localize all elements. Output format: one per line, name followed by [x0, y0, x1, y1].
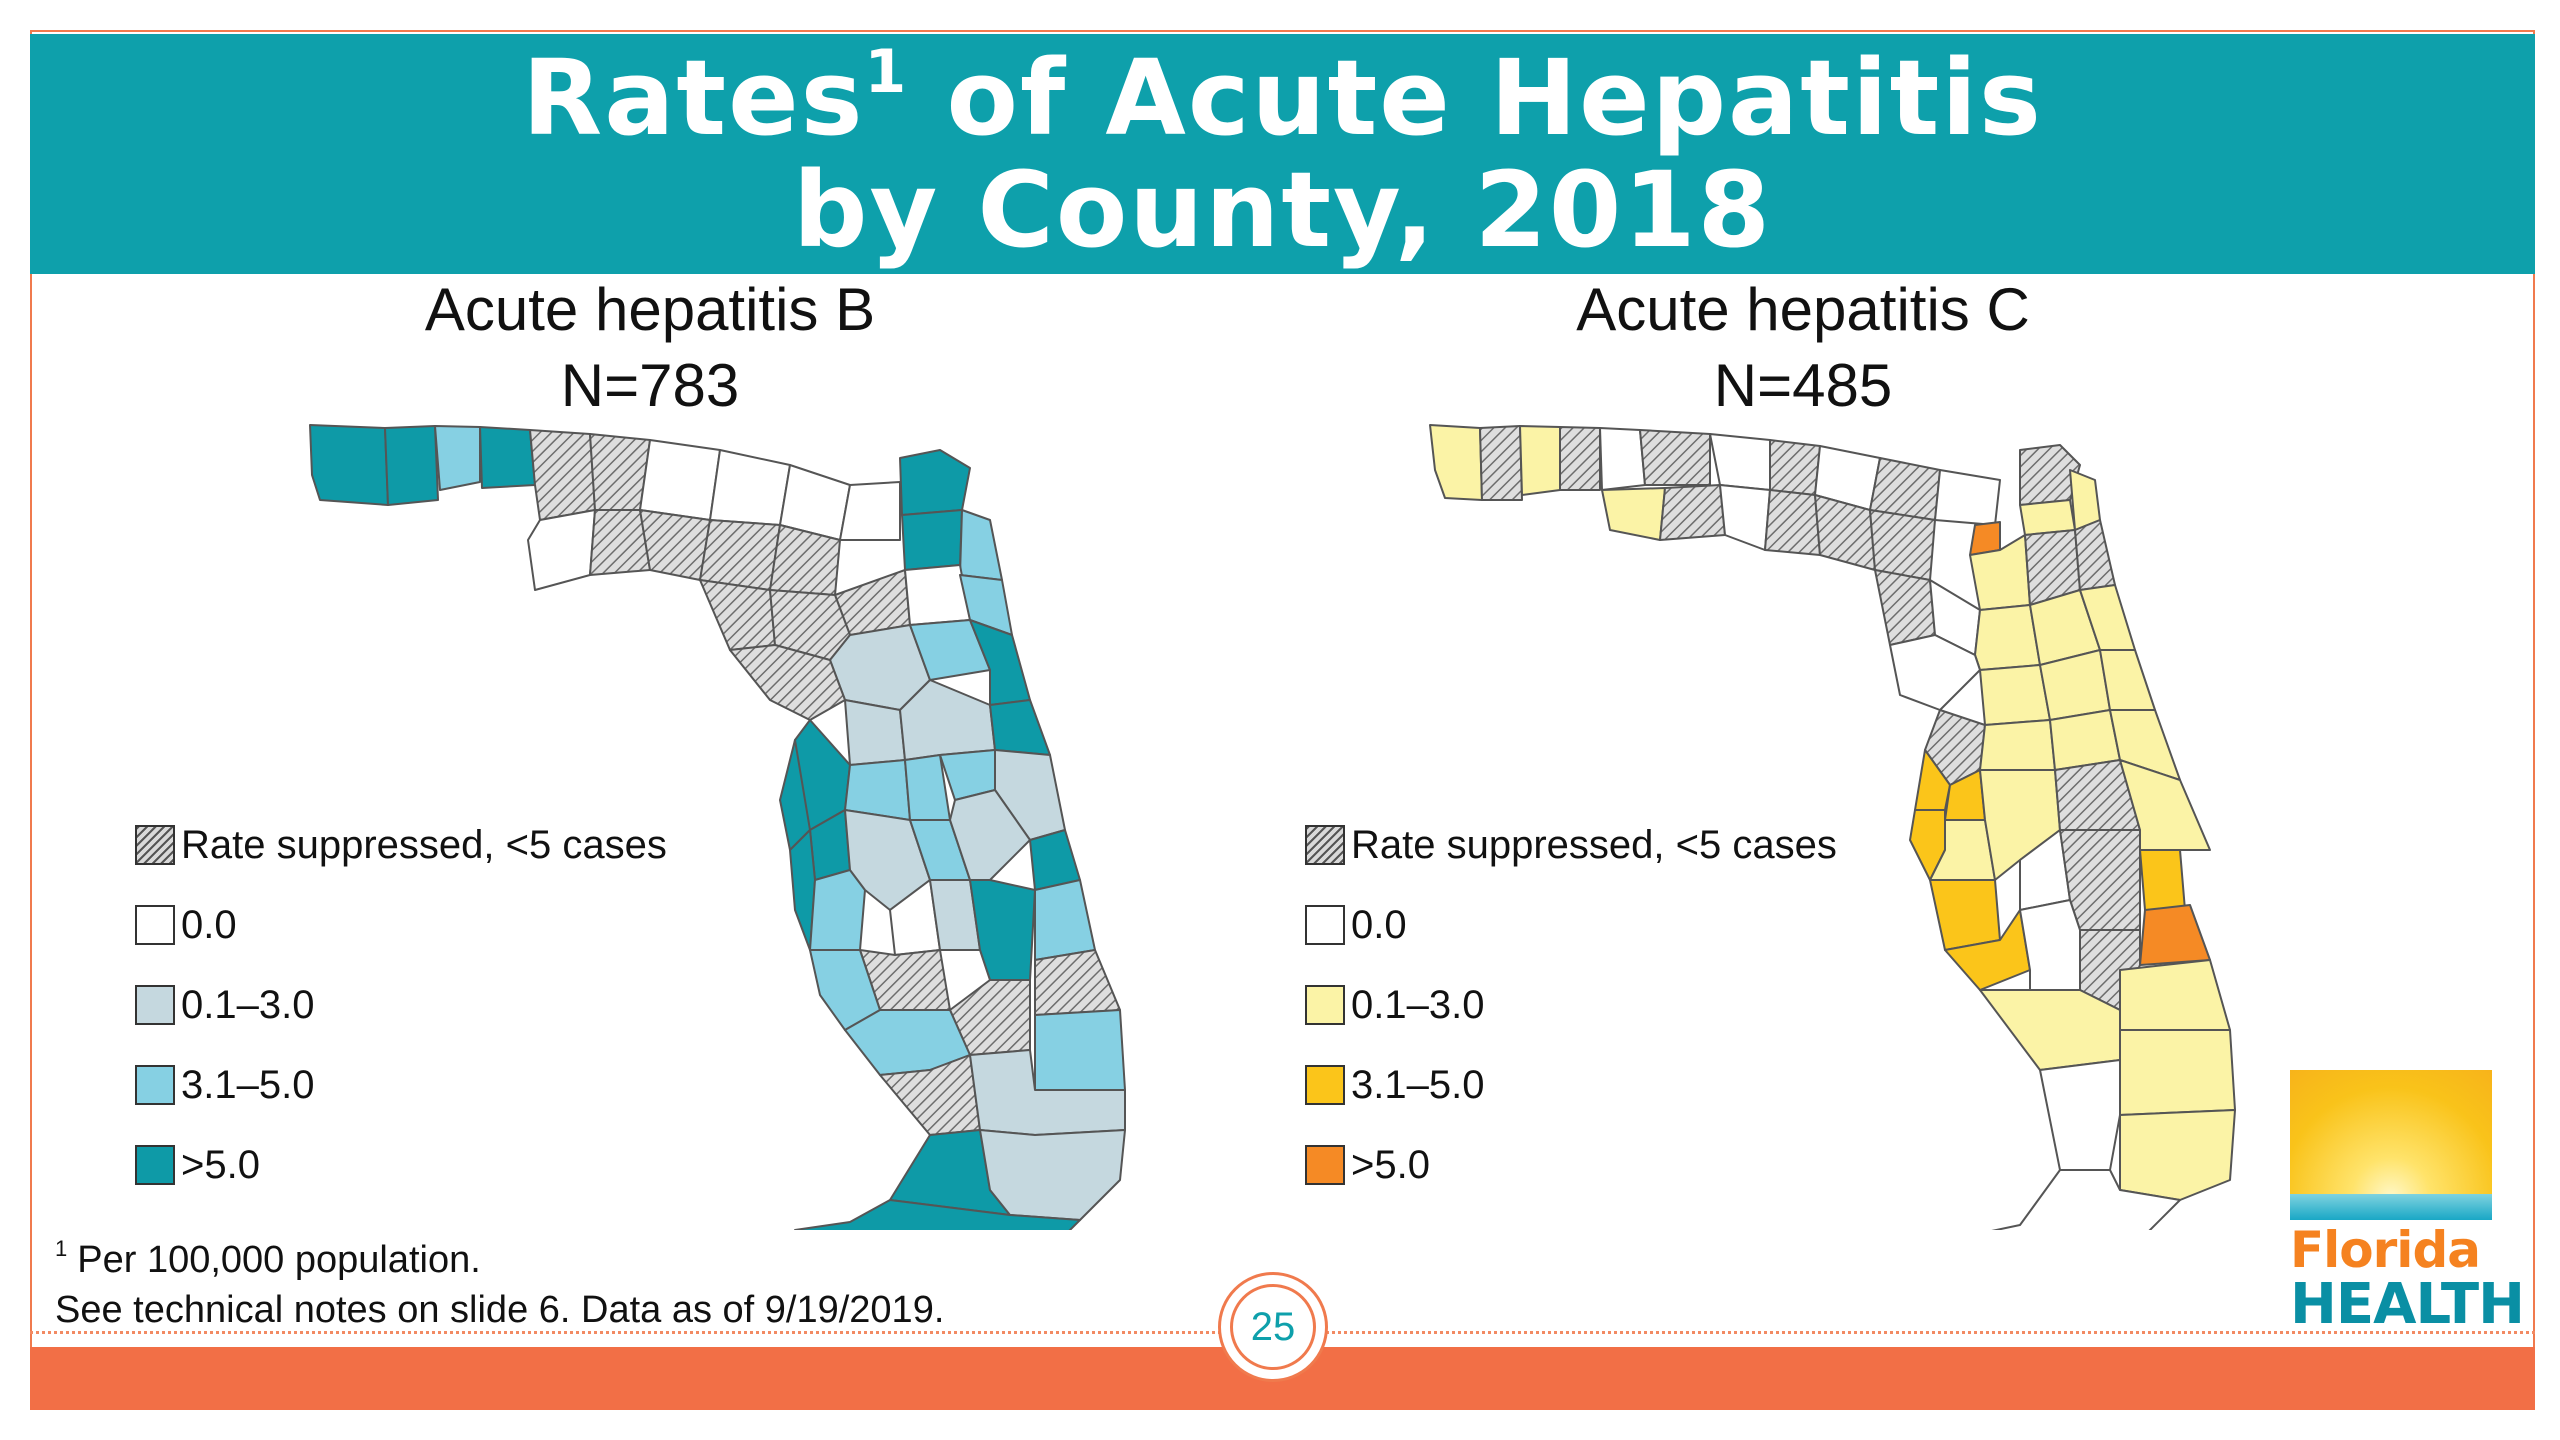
legend-item-low: 0.1–3.0 [1305, 965, 1837, 1045]
hatch-swatch-icon [135, 825, 175, 865]
logo-word-florida: Florida [2290, 1221, 2481, 1279]
color-swatch-icon [1305, 905, 1345, 945]
county-region [979, 1129, 1126, 1221]
hep-c-map [1429, 424, 2236, 1230]
county-region [1974, 604, 2041, 671]
county-region [639, 439, 721, 521]
county-region [2119, 959, 2231, 1031]
page-number-badge: 25 [1218, 1272, 1328, 1382]
title-bar: Rates1 of Acute Hepatitis by County, 201… [30, 34, 2535, 274]
legend-item-high: >5.0 [135, 1125, 667, 1205]
county-region [1429, 424, 1483, 501]
hep-b-heading: Acute hepatitis B N=783 [250, 272, 1050, 424]
county-region [709, 449, 791, 526]
county-region [793, 1199, 1081, 1230]
county-region [2119, 1109, 2236, 1201]
county-region [1769, 439, 1821, 496]
hep-c-heading: Acute hepatitis C N=485 [1403, 272, 2203, 424]
county-region [2139, 904, 2211, 966]
county-region [1709, 433, 1771, 491]
hatch-swatch-icon [1305, 825, 1345, 865]
county-region [904, 564, 971, 626]
county-region [809, 869, 866, 951]
county-region [1559, 426, 1601, 491]
county-region [1934, 469, 2001, 526]
county-region [2019, 499, 2076, 536]
legend-item-zero: 0.0 [135, 885, 667, 965]
county-region [1764, 489, 1821, 556]
hep-b-count: N=783 [560, 352, 740, 419]
county-region [479, 426, 536, 489]
sunrise-icon [2290, 1070, 2492, 1220]
footnote-line-1: 1 Per 100,000 population. [55, 1236, 481, 1282]
color-swatch-icon [1305, 1145, 1345, 1185]
page-number: 25 [1230, 1284, 1316, 1370]
county-region [1719, 484, 1771, 551]
slide-title-line-1: Rates1 of Acute Hepatitis [522, 37, 2043, 159]
color-swatch-icon [1305, 1065, 1345, 1105]
legend-item-zero: 0.0 [1305, 885, 1837, 965]
county-region [1479, 425, 1523, 501]
slide-title-line-2: by County, 2018 [793, 149, 1772, 271]
footnote: 1 Per 100,000 population. See technical n… [55, 1235, 944, 1335]
county-region [1639, 429, 1711, 486]
county-region [1869, 509, 1936, 581]
county-region [699, 579, 776, 651]
florida-health-logo: Florida HEALTH [2290, 1070, 2525, 1334]
county-region [2039, 1059, 2121, 1171]
county-region [969, 879, 1036, 981]
county-region [1599, 427, 1646, 491]
hep-c-legend: Rate suppressed, <5 cases 0.0 0.1–3.0 3.… [1305, 805, 1837, 1205]
county-region [839, 481, 901, 541]
county-region [2099, 649, 2156, 711]
county-region [2139, 849, 2186, 911]
county-region [527, 509, 596, 591]
county-region [959, 509, 1003, 581]
county-region [844, 699, 906, 766]
color-swatch-icon [135, 1065, 175, 1105]
color-swatch-icon [1305, 985, 1345, 1025]
county-region [1034, 949, 1121, 1016]
county-region [1874, 569, 1936, 646]
legend-item-mid: 3.1–5.0 [135, 1045, 667, 1125]
county-region [899, 449, 971, 516]
county-region [434, 425, 481, 491]
legend-item-suppressed: Rate suppressed, <5 cases [135, 805, 667, 885]
county-region [989, 699, 1051, 756]
county-region [1979, 719, 2056, 771]
county-region [1659, 484, 1726, 541]
county-region [1034, 1009, 1126, 1091]
county-region [1979, 989, 2121, 1071]
hep-b-legend: Rate suppressed, <5 cases 0.0 0.1–3.0 3.… [135, 805, 667, 1205]
color-swatch-icon [135, 905, 175, 945]
hep-b-map [309, 424, 1126, 1230]
county-region [309, 424, 389, 506]
county-region [1991, 1169, 2181, 1230]
county-region [2019, 899, 2081, 991]
legend-item-suppressed: Rate suppressed, <5 cases [1305, 805, 1837, 885]
title-superscript: 1 [864, 37, 909, 107]
color-swatch-icon [135, 985, 175, 1025]
color-swatch-icon [135, 1145, 175, 1185]
county-region [639, 509, 711, 581]
county-region [529, 429, 596, 521]
county-region [384, 425, 439, 506]
county-region [1601, 487, 1666, 541]
county-region [1034, 879, 1096, 961]
county-region [1519, 425, 1561, 496]
legend-item-low: 0.1–3.0 [135, 965, 667, 1045]
county-region [1929, 879, 2001, 951]
county-region [699, 519, 781, 591]
hep-c-title: Acute hepatitis C [1576, 276, 2030, 343]
logo-word-health: HEALTH [2290, 1272, 2525, 1337]
county-region [901, 509, 963, 571]
legend-item-mid: 3.1–5.0 [1305, 1045, 1837, 1125]
county-region [2074, 519, 2116, 591]
county-region [1979, 664, 2051, 726]
hep-c-count: N=485 [1713, 352, 1893, 419]
legend-item-high: >5.0 [1305, 1125, 1837, 1205]
footnote-line-2: See technical notes on slide 6. Data as … [55, 1289, 945, 1331]
hep-b-title: Acute hepatitis B [424, 276, 876, 343]
county-region [2119, 1029, 2236, 1116]
